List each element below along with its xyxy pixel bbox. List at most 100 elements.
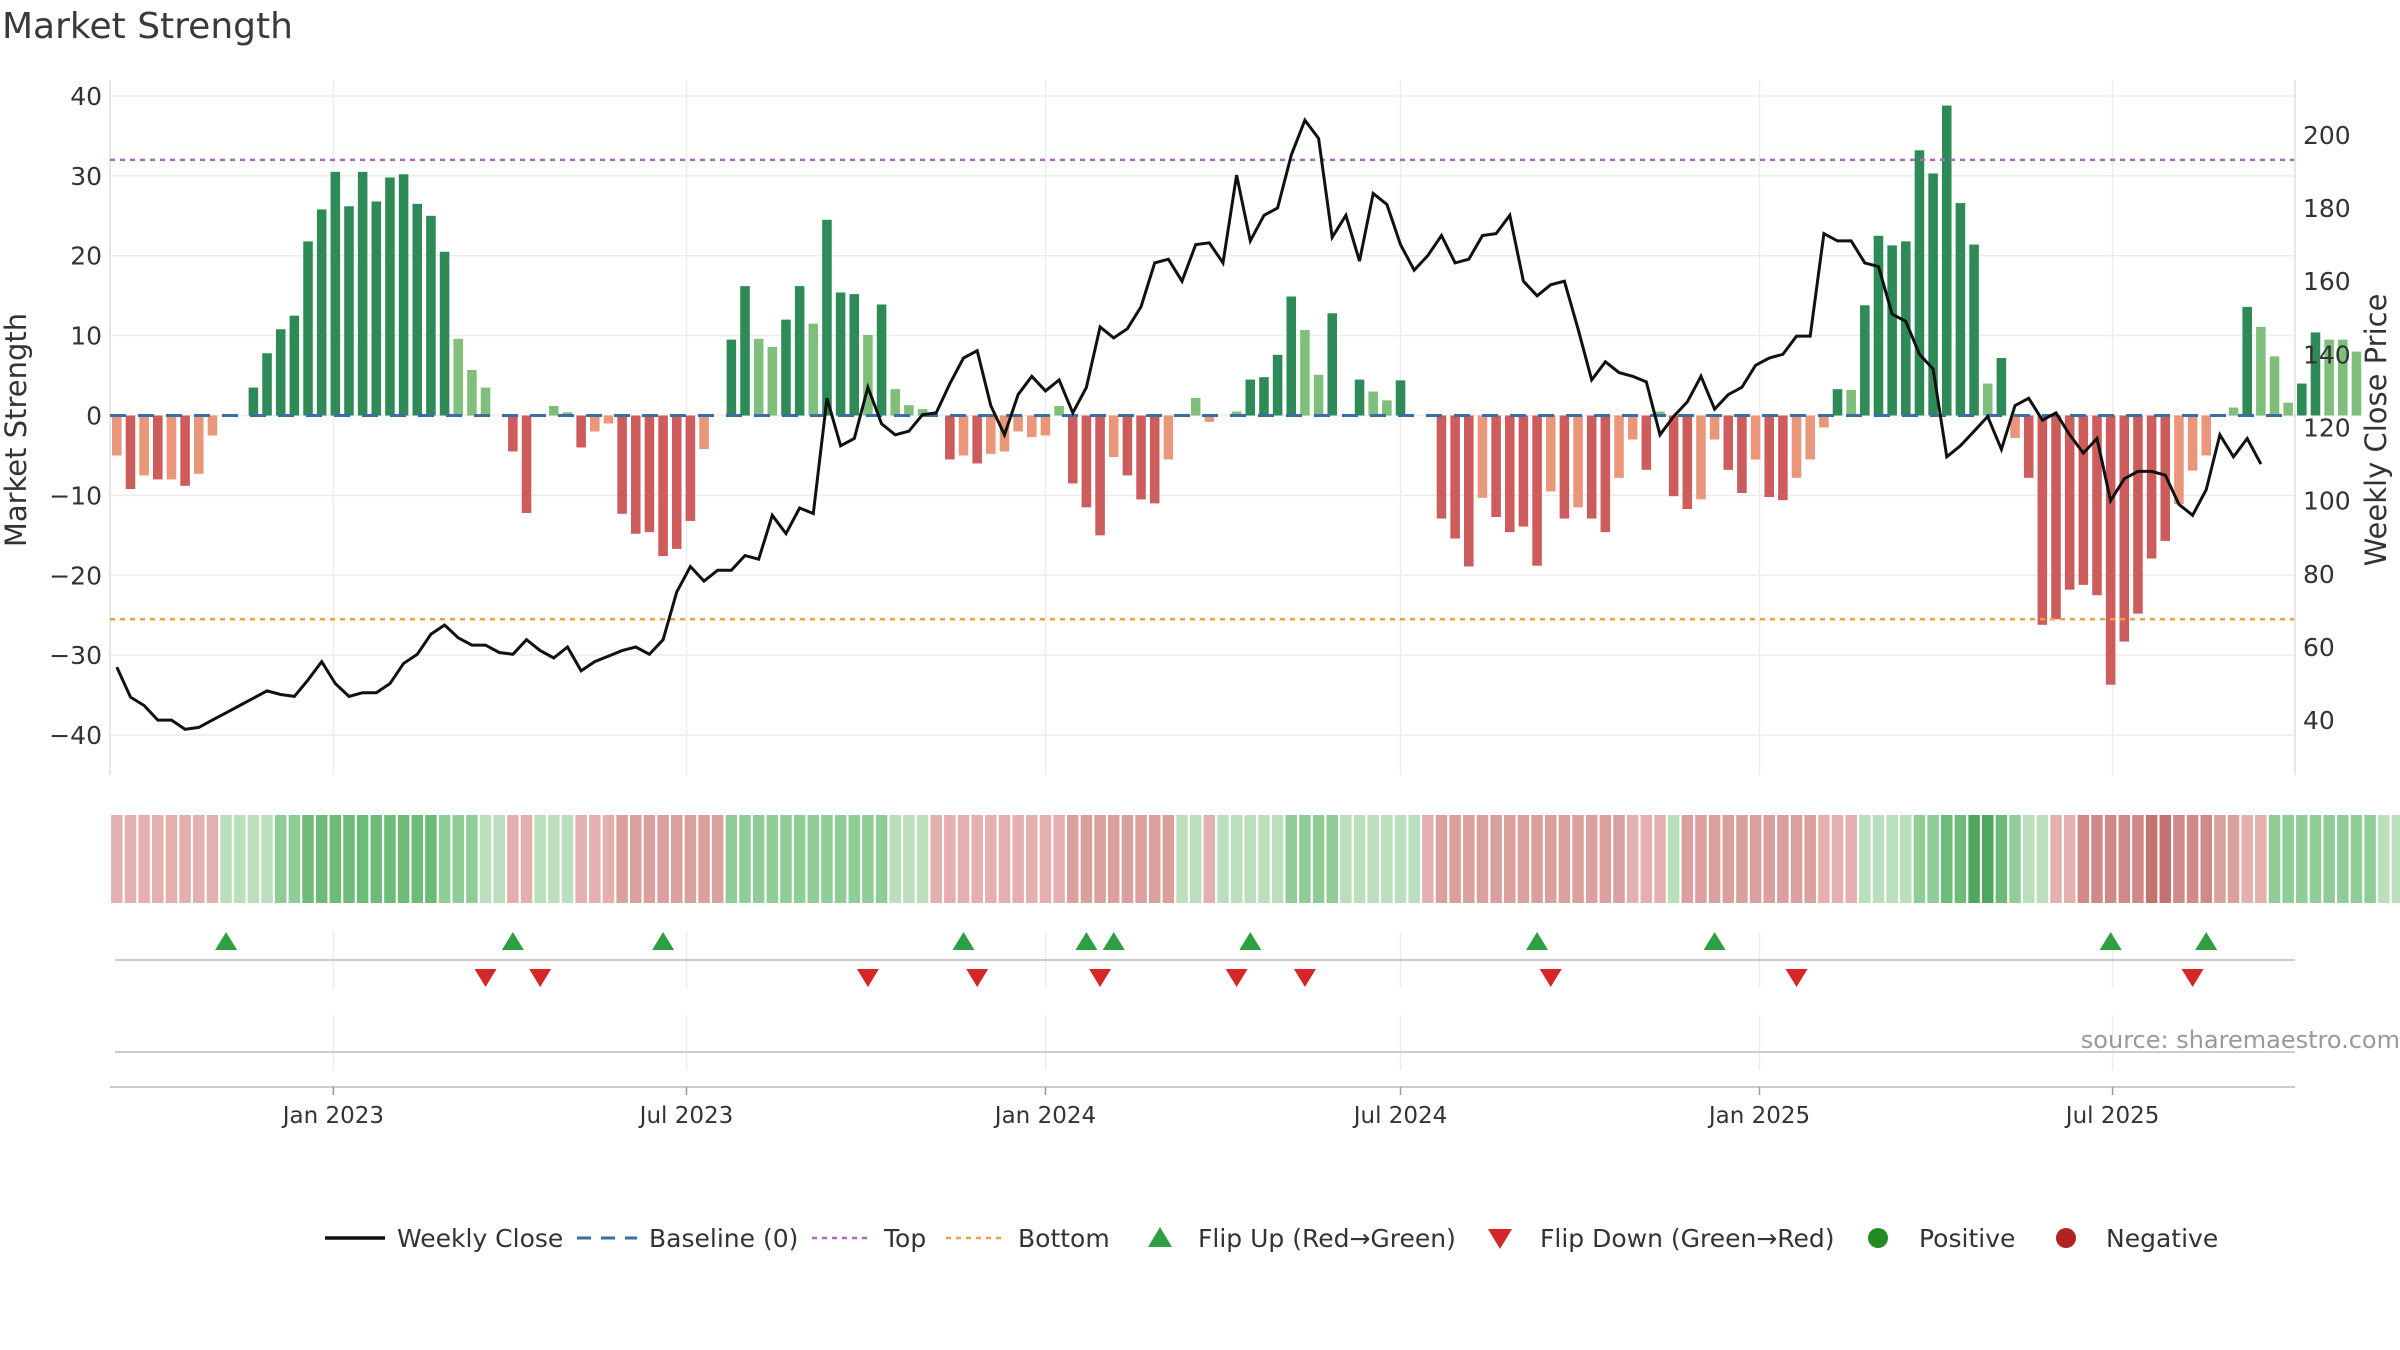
heat-cell	[2104, 815, 2117, 903]
heat-cell	[1558, 815, 1571, 903]
strength-bar	[1996, 358, 2007, 416]
heat-cell	[1599, 815, 1612, 903]
heat-cell	[507, 815, 519, 903]
strength-bar	[2078, 415, 2089, 585]
heat-cell	[1763, 815, 1775, 903]
heat-cell	[1818, 815, 1830, 903]
heat-cell	[1695, 815, 1707, 903]
heat-cell	[821, 815, 833, 903]
strength-bar	[835, 292, 846, 416]
strength-bar	[904, 405, 914, 416]
flip-up-marker	[1526, 932, 1549, 950]
strength-bar	[1860, 305, 1870, 416]
strength-bar	[1737, 415, 1747, 494]
strength-bar	[1163, 415, 1174, 460]
heat-cell	[2364, 815, 2376, 903]
heat-cell	[520, 815, 533, 903]
strength-bar	[972, 415, 982, 464]
strength-bar	[180, 415, 190, 486]
strength-bar	[1627, 415, 1638, 440]
heat-cell	[2296, 815, 2308, 903]
strength-bar	[1436, 415, 1447, 519]
strength-bar	[876, 304, 887, 416]
strength-bar	[699, 415, 709, 450]
legend: Weekly Close Baseline (0) Top Bottom Flip Up…	[325, 1224, 2218, 1253]
heat-cell	[971, 815, 983, 903]
flip-down-marker	[966, 969, 989, 987]
strength-bar	[2105, 415, 2116, 685]
heat-cell	[206, 815, 219, 903]
strength-bar	[1122, 415, 1133, 476]
strength-bar	[1600, 415, 1611, 533]
heat-cell	[1053, 815, 1065, 903]
strength-bar	[617, 415, 627, 514]
heat-cell	[1831, 815, 1844, 903]
strength-bar	[1586, 415, 1597, 519]
x-axis: Jan 2023 Jul 2023 Jan 2024 Jul 2024 Jan 2025…	[281, 1087, 2159, 1129]
strength-bar	[153, 415, 163, 480]
strength-bar	[2338, 339, 2348, 416]
heat-cell	[261, 815, 273, 903]
strength-bar	[344, 206, 354, 416]
flip-up-marker	[2099, 932, 2122, 950]
heat-cell	[1790, 815, 1803, 903]
strength-bar	[671, 415, 682, 549]
heat-cell	[1107, 815, 1120, 903]
heat-cell	[165, 815, 178, 903]
strength-bar	[521, 415, 532, 513]
right-tick-label: 160	[2303, 267, 2351, 296]
strength-bar	[1382, 400, 1392, 416]
left-tick-label: 20	[70, 242, 102, 271]
heat-cell	[711, 815, 724, 903]
right-tick-label: 120	[2303, 414, 2351, 443]
heat-cell	[1900, 815, 1912, 903]
strength-bar	[207, 415, 218, 436]
heat-cell	[2337, 815, 2349, 903]
heat-cell	[384, 815, 396, 903]
strength-bar	[1286, 296, 1297, 416]
heat-cell	[643, 815, 656, 903]
heat-cell	[2378, 815, 2390, 903]
heat-cell	[2227, 815, 2240, 903]
heat-cell	[739, 815, 751, 903]
heat-cell	[1258, 815, 1270, 903]
left-tick-label: 40	[70, 82, 102, 111]
heat-cell	[1531, 815, 1543, 903]
heat-cell	[1640, 815, 1653, 903]
heat-cell	[1135, 815, 1147, 903]
heat-cell	[1094, 815, 1106, 903]
heat-cell	[288, 815, 301, 903]
heat-cell	[247, 815, 260, 903]
strength-bar	[193, 415, 204, 474]
heat-cell	[2036, 815, 2049, 903]
strength-bar	[453, 338, 464, 416]
strength-bar	[1791, 415, 1802, 478]
heat-cell	[1285, 815, 1298, 903]
heat-cell	[1913, 815, 1926, 903]
right-axis: 200 180 160 140 120 100 80 60 40	[2294, 80, 2351, 775]
heat-cell	[1995, 815, 2008, 903]
heat-cell	[630, 815, 642, 903]
right-tick-label: 200	[2303, 121, 2351, 150]
strength-bar	[958, 415, 969, 456]
heat-cell	[1449, 815, 1461, 903]
heat-cell	[302, 815, 314, 903]
flip-down-marker	[1089, 969, 1112, 987]
strength-bar	[1013, 415, 1023, 432]
strength-bar	[275, 329, 286, 416]
heat-cell	[2241, 815, 2253, 903]
heat-cell	[1736, 815, 1748, 903]
heat-cell	[356, 815, 369, 903]
legend-negative-label: Negative	[2106, 1224, 2218, 1253]
strength-bar	[508, 415, 518, 452]
heat-cell	[152, 815, 164, 903]
strength-bar	[2037, 415, 2048, 625]
legend-positive-swatch	[1868, 1228, 1888, 1248]
flip-up-marker	[652, 932, 675, 950]
heat-cell	[1749, 815, 1762, 903]
heat-cell	[2282, 815, 2294, 903]
strength-bar	[1682, 415, 1693, 509]
heat-cell	[1176, 815, 1188, 903]
strength-bars	[112, 105, 2362, 685]
strength-bar	[1204, 415, 1215, 422]
